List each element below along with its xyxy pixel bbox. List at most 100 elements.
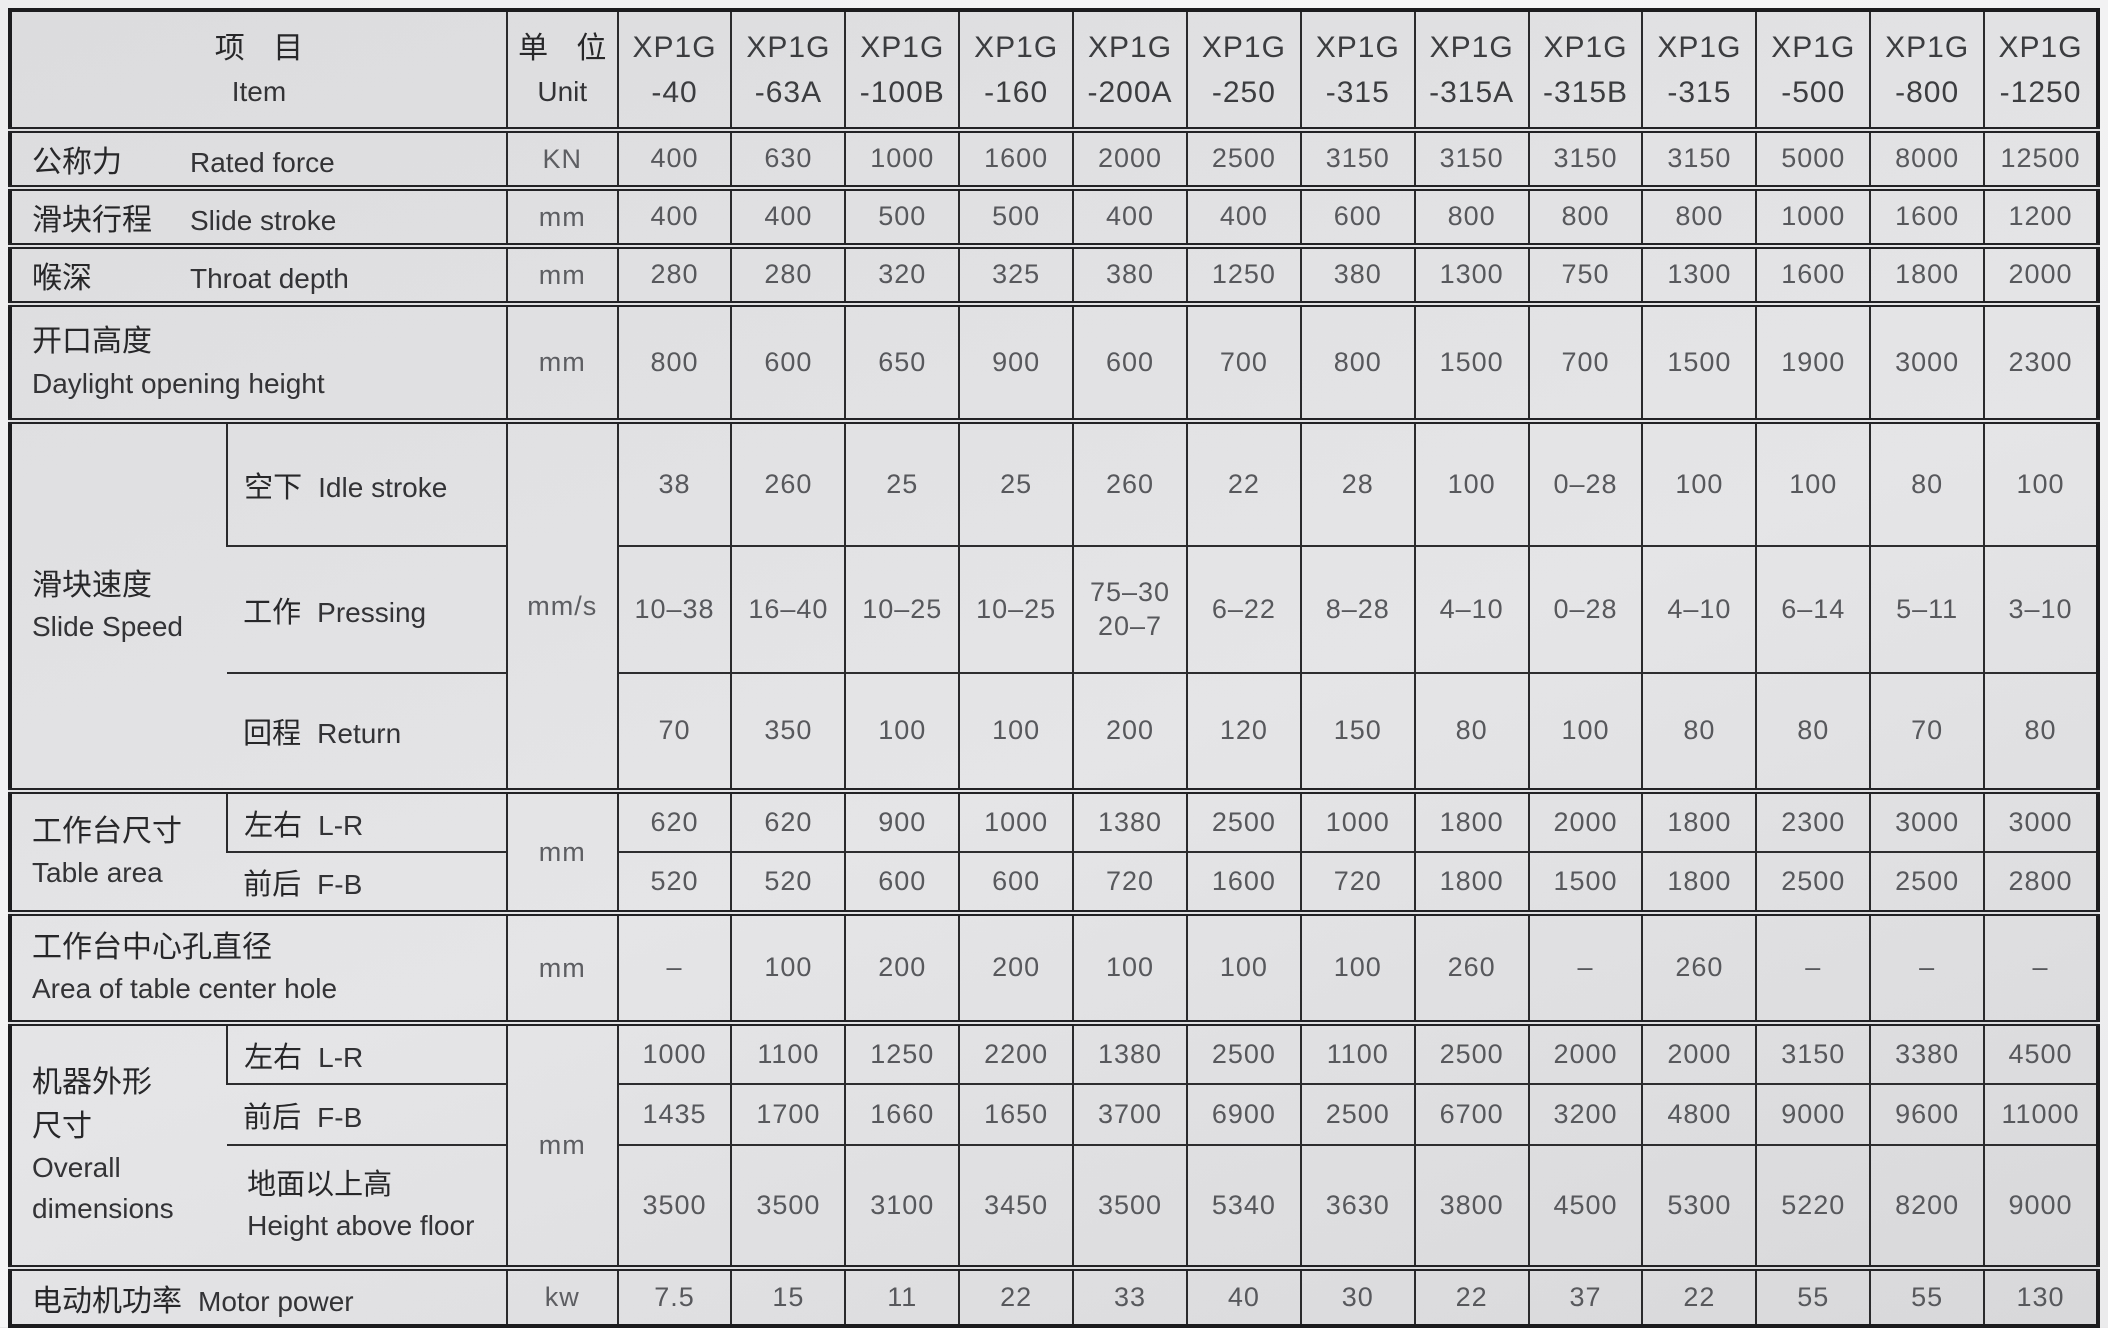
- value-cell: 2500: [1869, 851, 1985, 913]
- row-rated-force: 公称力 Rated force KN 400 630 1000 1600 2000 2500…: [10, 127, 2098, 188]
- value-cell: 1800: [1869, 243, 1985, 304]
- row-pressing: 工作 Pressing 10–38 16–40 10–25 10–25 75–30 20–…: [10, 545, 2098, 673]
- value-cell: 80: [1641, 672, 1757, 791]
- model-header: XP1G -500: [1755, 10, 1871, 130]
- value-cell: –: [1755, 910, 1871, 1023]
- label-daylight: 开口高度 Daylight opening height: [10, 301, 507, 421]
- value-cell: 380: [1072, 243, 1187, 304]
- unit-rated-force: KN: [505, 127, 618, 188]
- row-overall-fb: 前后 F-B 1435 1700 1660 1650 3700 6900 2500 6700 32…: [10, 1083, 2098, 1145]
- group-table-area-zh: 工作台尺寸: [32, 814, 182, 848]
- value-cell: 3200: [1527, 1083, 1643, 1145]
- group-slide-speed-zh: 滑块速度: [32, 568, 152, 602]
- value-cell: 500: [844, 185, 960, 246]
- model-header: XP1G -800: [1869, 10, 1985, 130]
- unit-header-zh: 单 位: [518, 32, 617, 65]
- value-cell: 700: [1185, 301, 1301, 421]
- value-cell: 1600: [1869, 185, 1985, 246]
- label-overall-fb-zh: 前后: [243, 1101, 302, 1134]
- label-table-lr-zh: 左右: [244, 809, 303, 842]
- value-cell: 600: [1072, 301, 1187, 421]
- value-cell: 2500: [1185, 127, 1301, 188]
- row-table-lr: 工作台尺寸 Table area 左右 L-R mm 620 620 900 1000 1…: [10, 788, 2098, 913]
- value-cell: 70: [1869, 672, 1985, 791]
- label-daylight-en: Daylight opening height: [32, 367, 325, 399]
- value-cell: 2500: [1299, 1083, 1415, 1145]
- value-cell: 38: [616, 418, 732, 546]
- label-overall-lr-en: L-R: [318, 1041, 364, 1073]
- value-cell: 3500: [730, 1144, 846, 1268]
- unit-throat-depth: mm: [505, 243, 618, 304]
- value-cell: 2300: [1983, 301, 2098, 421]
- unit-daylight: mm: [505, 301, 618, 421]
- value-cell: 1600: [1185, 851, 1301, 913]
- value-cell: 200: [1072, 672, 1187, 791]
- value-cell: 0–28: [1527, 545, 1643, 673]
- value-cell: 350: [730, 672, 846, 791]
- value-cell: 750: [1527, 243, 1643, 304]
- value-cell: 2500: [1185, 788, 1301, 852]
- value-cell: 3150: [1755, 1020, 1871, 1084]
- value-cell: 3000: [1869, 788, 1985, 852]
- model-header: XP1G -250: [1185, 10, 1301, 130]
- row-table-fb: 前后 F-B 520 520 600 600 720 1600 720 1800 1500 1800…: [10, 851, 2098, 913]
- unit-motor-power: kw: [505, 1265, 618, 1326]
- label-table-lr-en: L-R: [318, 809, 364, 841]
- value-cell: 280: [616, 243, 732, 304]
- value-cell: 70: [616, 672, 732, 791]
- label-motor-power: 电动机功率 Motor power: [10, 1265, 507, 1326]
- value-cell: 1000: [1299, 788, 1415, 852]
- value-cell: 260: [730, 418, 846, 546]
- group-table-area-en: Table area: [32, 857, 163, 889]
- value-cell: 5–11: [1869, 545, 1985, 673]
- value-cell: 3100: [844, 1144, 960, 1268]
- value-cell: 1250: [1185, 243, 1301, 304]
- value-cell: 1300: [1641, 243, 1757, 304]
- unit-header-en: Unit: [537, 76, 588, 107]
- value-cell: 700: [1527, 301, 1643, 421]
- label-overall-fb: 前后 F-B: [227, 1083, 507, 1145]
- row-overall-lr: 机器外形 尺寸 Overall dimensions 左右 L-R mm 1000…: [10, 1020, 2098, 1268]
- value-cell: 100: [958, 672, 1074, 791]
- value-cell: 4500: [1527, 1144, 1643, 1268]
- unit-header: 单 位 Unit: [505, 10, 618, 130]
- label-table-fb: 前后 F-B: [227, 851, 507, 913]
- value-cell: 80: [1413, 672, 1529, 791]
- unit-slide-stroke: mm: [505, 185, 618, 246]
- label-overall-lr-zh: 左右: [244, 1041, 303, 1074]
- value-cell: 630: [730, 127, 846, 188]
- value-cell: 100: [1527, 672, 1643, 791]
- model-header: XP1G -315B: [1527, 10, 1643, 130]
- label-throat-depth: 喉深 Throat depth: [10, 243, 507, 304]
- value-cell: 25: [844, 418, 960, 546]
- model-header: XP1G -63A: [730, 10, 846, 130]
- label-center-hole: 工作台中心孔直径 Area of table center hole: [10, 910, 507, 1023]
- value-cell: 650: [844, 301, 960, 421]
- value-cell: 325: [958, 243, 1074, 304]
- value-cell: 12500: [1983, 127, 2098, 188]
- value-cell: 22: [1413, 1265, 1529, 1326]
- value-cell: 2000: [1983, 243, 2098, 304]
- value-cell: 500: [958, 185, 1074, 246]
- value-cell: 800: [616, 301, 732, 421]
- unit-slide-speed: mm/s: [505, 418, 618, 791]
- value-cell: 1000: [1755, 185, 1871, 246]
- label-rated-force: 公称力 Rated force: [10, 127, 507, 188]
- value-cell: 100: [844, 672, 960, 791]
- value-cell: 280: [730, 243, 846, 304]
- group-overall-zh: 机器外形 尺寸: [32, 1066, 152, 1143]
- label-daylight-zh: 开口高度: [32, 325, 152, 359]
- value-cell: 1600: [1755, 243, 1871, 304]
- value-cell: 260: [1413, 910, 1529, 1023]
- value-cell: 1500: [1527, 851, 1643, 913]
- value-cell: 1380: [1072, 1020, 1187, 1084]
- model-header: XP1G -1250: [1983, 10, 2098, 130]
- row-idle-stroke: 滑块速度 Slide Speed 空下 Idle stroke mm/s 38 26…: [10, 418, 2098, 791]
- label-motor-power-en: Motor power: [198, 1285, 354, 1317]
- value-cell: 1000: [844, 127, 960, 188]
- value-cell: 320: [844, 243, 960, 304]
- value-cell: 2500: [1755, 851, 1871, 913]
- value-cell: 3150: [1641, 127, 1757, 188]
- value-cell: 6–22: [1185, 545, 1301, 673]
- value-cell: 15: [730, 1265, 846, 1326]
